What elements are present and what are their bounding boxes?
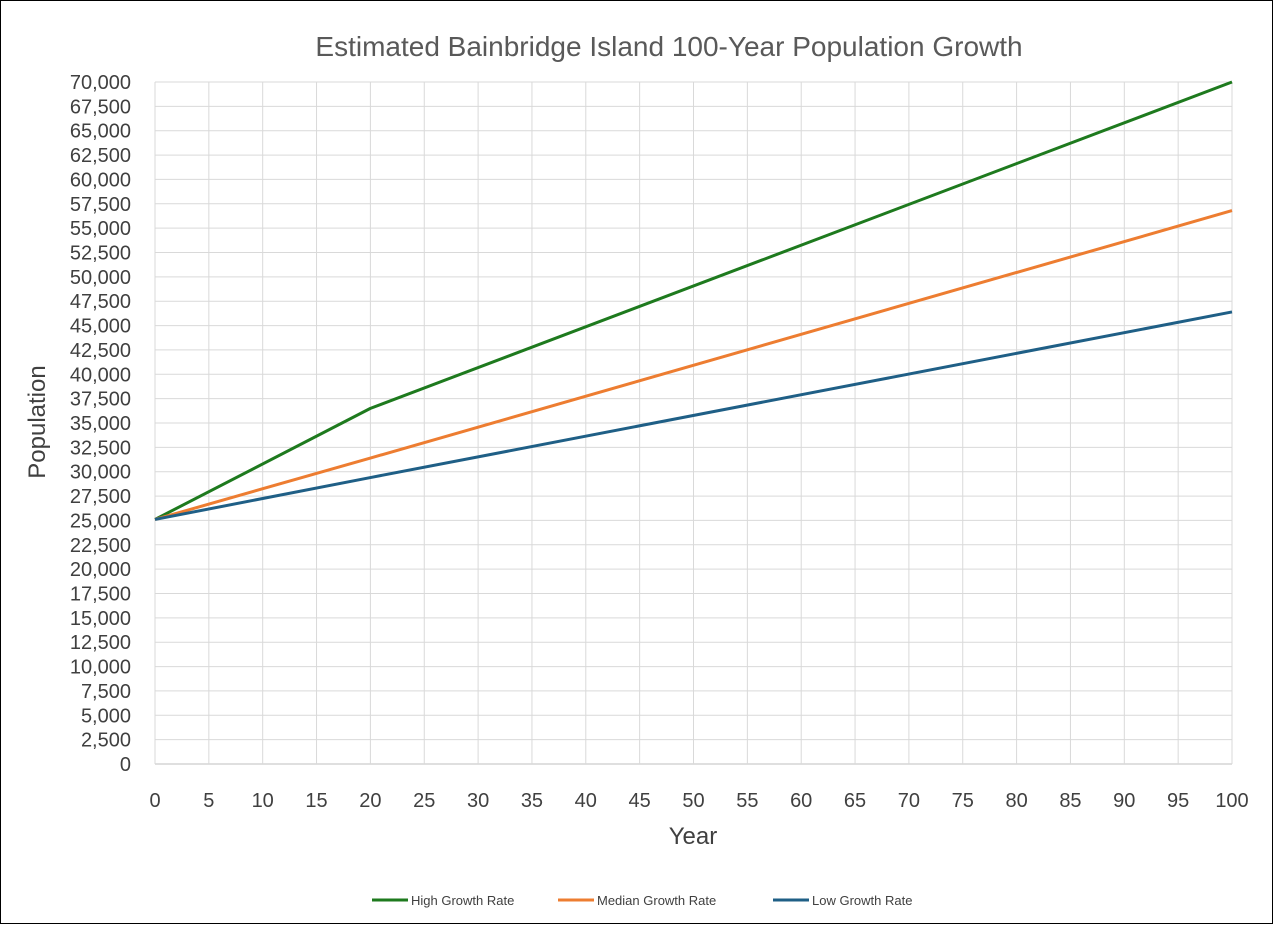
y-tick-label: 0 <box>120 754 131 776</box>
x-tick-label: 85 <box>1059 790 1081 812</box>
y-tick-label: 47,500 <box>70 291 131 313</box>
x-tick-label: 70 <box>898 790 920 812</box>
x-tick-label: 35 <box>521 790 543 812</box>
y-tick-label: 40,000 <box>70 364 131 386</box>
x-tick-label: 60 <box>790 790 812 812</box>
x-tick-label: 5 <box>203 790 214 812</box>
x-tick-label: 90 <box>1113 790 1135 812</box>
y-tick-label: 60,000 <box>70 169 131 191</box>
y-tick-label: 65,000 <box>70 121 131 143</box>
series-lines <box>154 80 1233 521</box>
y-tick-label: 25,000 <box>70 510 131 532</box>
x-tick-label: 55 <box>736 790 758 812</box>
y-tick-label: 12,500 <box>70 632 131 654</box>
x-tick-label: 100 <box>1215 790 1248 812</box>
y-tick-label: 70,000 <box>70 72 131 94</box>
y-tick-label: 67,500 <box>70 96 131 118</box>
y-axis-title: Population <box>24 365 51 478</box>
x-tick-label: 75 <box>952 790 974 812</box>
x-tick-label: 95 <box>1167 790 1189 812</box>
y-tick-label: 32,500 <box>70 437 131 459</box>
legend-label: High Growth Rate <box>411 893 514 908</box>
y-tick-label: 2,500 <box>81 730 131 752</box>
y-tick-label: 5,000 <box>81 705 131 727</box>
y-tick-label: 30,000 <box>70 462 131 484</box>
x-tick-label: 65 <box>844 790 866 812</box>
y-tick-label: 52,500 <box>70 243 131 265</box>
y-tick-label: 27,500 <box>70 486 131 508</box>
y-tick-label: 15,000 <box>70 608 131 630</box>
series-line-high-growth-rate <box>154 80 1233 521</box>
legend-label: Median Growth Rate <box>597 893 716 908</box>
gridlines <box>154 81 1233 765</box>
x-tick-label: 80 <box>1005 790 1027 812</box>
y-tick-label: 10,000 <box>70 657 131 679</box>
y-tick-label: 45,000 <box>70 316 131 338</box>
chart-title: Estimated Bainbridge Island 100-Year Pop… <box>315 31 1022 62</box>
series-line-low-growth-rate <box>154 310 1233 521</box>
x-tick-label: 40 <box>575 790 597 812</box>
y-tick-label: 7,500 <box>81 681 131 703</box>
legend: High Growth Rate Median Growth Rate Low Gr… <box>372 893 912 908</box>
x-axis-title: Year <box>669 823 718 850</box>
x-tick-label: 25 <box>413 790 435 812</box>
legend-label: Low Growth Rate <box>812 893 912 908</box>
y-tick-label: 42,500 <box>70 340 131 362</box>
x-tick-label: 15 <box>305 790 327 812</box>
x-tick-label: 10 <box>252 790 274 812</box>
x-tick-label: 20 <box>359 790 381 812</box>
y-tick-label: 57,500 <box>70 194 131 216</box>
x-tick-label: 50 <box>682 790 704 812</box>
x-tick-label: 30 <box>467 790 489 812</box>
series-line-median-growth-rate <box>154 209 1233 521</box>
y-tick-label: 55,000 <box>70 218 131 240</box>
y-tick-label: 50,000 <box>70 267 131 289</box>
y-tick-label: 62,500 <box>70 145 131 167</box>
y-tick-label: 20,000 <box>70 559 131 581</box>
x-tick-label: 0 <box>149 790 160 812</box>
y-tick-label: 22,500 <box>70 535 131 557</box>
y-tick-label: 17,500 <box>70 584 131 606</box>
y-tick-label: 35,000 <box>70 413 131 435</box>
x-axis-ticks: 0 5 10 15 20 25 30 35 40 45 50 55 60 65 70 75 80 85 90 95 10… <box>149 790 1248 812</box>
y-tick-label: 37,500 <box>70 389 131 411</box>
x-tick-label: 45 <box>629 790 651 812</box>
